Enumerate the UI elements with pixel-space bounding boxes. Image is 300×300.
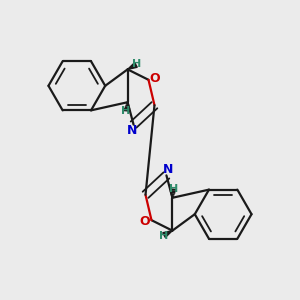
Text: H: H bbox=[159, 231, 168, 241]
Text: H: H bbox=[122, 106, 131, 116]
Polygon shape bbox=[163, 231, 172, 238]
Text: N: N bbox=[163, 163, 173, 176]
Text: H: H bbox=[169, 184, 178, 194]
Text: O: O bbox=[140, 215, 150, 228]
Text: H: H bbox=[132, 59, 141, 69]
Text: N: N bbox=[127, 124, 137, 137]
Polygon shape bbox=[128, 62, 137, 69]
Text: O: O bbox=[150, 72, 160, 85]
